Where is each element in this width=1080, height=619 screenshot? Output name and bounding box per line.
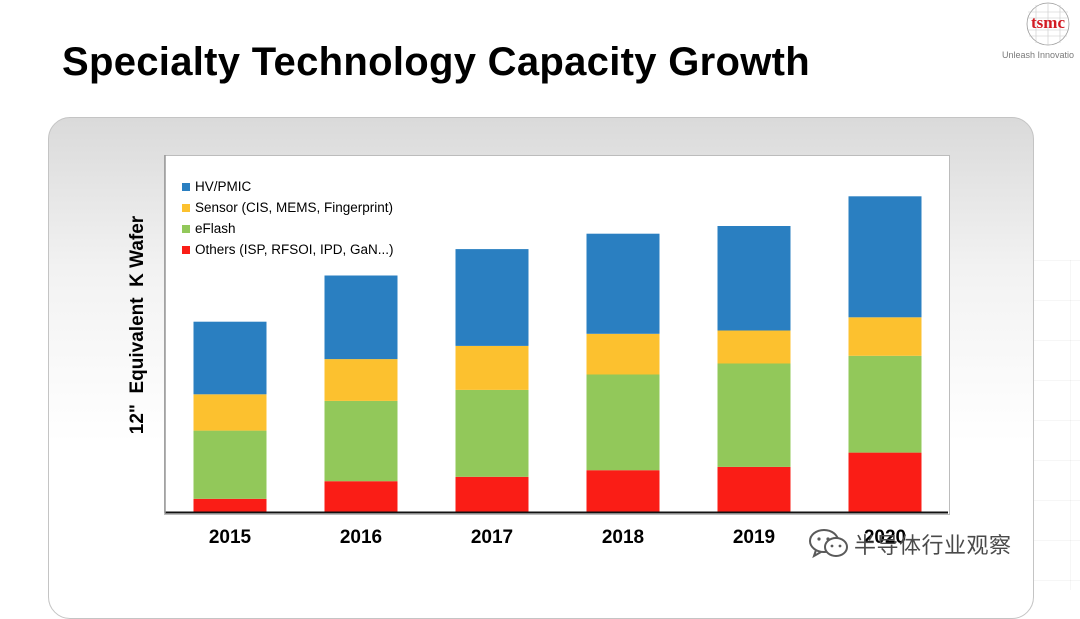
legend-label: Others (ISP, RFSOI, IPD, GaN...): [195, 242, 394, 257]
bar-segment-2016-2: [324, 359, 398, 401]
bar-segment-2015-0: [193, 498, 267, 512]
y-axis-label: 12" Equivalent K Wafer: [127, 215, 148, 435]
bar-segment-2019-0: [717, 466, 791, 512]
bar-segment-2015-3: [193, 321, 267, 395]
x-tick-label: 2015: [208, 527, 252, 548]
tsmc-logo: tsmc: [1026, 2, 1070, 46]
legend-swatch: [182, 203, 190, 212]
x-tick-label: 2017: [470, 527, 514, 548]
bar-segment-2017-3: [455, 249, 529, 346]
bar-segment-2017-2: [455, 345, 529, 390]
bar-segment-2015-1: [193, 430, 267, 499]
bar-segment-2019-3: [717, 226, 791, 331]
legend-item: Others (ISP, RFSOI, IPD, GaN...): [182, 239, 394, 260]
bar-segment-2018-0: [586, 470, 660, 512]
bar-segment-2020-3: [848, 196, 922, 318]
legend-label: Sensor (CIS, MEMS, Fingerprint): [195, 200, 394, 215]
bar-segment-2019-1: [717, 363, 791, 467]
watermark-text: 半导体行业观察: [854, 533, 1012, 558]
legend-item: HV/PMIC: [182, 176, 394, 197]
legend-swatch: [182, 224, 190, 233]
legend-label: HV/PMIC: [195, 179, 252, 194]
bar-segment-2020-1: [848, 355, 922, 453]
legend-item: Sensor (CIS, MEMS, Fingerprint): [182, 197, 394, 218]
logo-text: tsmc: [1031, 13, 1065, 32]
bar-segment-2016-1: [324, 400, 398, 482]
legend-swatch: [182, 182, 190, 191]
wechat-icon: [809, 529, 848, 559]
x-tick-label: 2016: [339, 527, 383, 548]
logo-tagline: Unleash Innovatio: [1002, 50, 1075, 60]
bar-segment-2020-0: [848, 452, 922, 512]
bar-segment-2018-1: [586, 374, 660, 471]
legend-swatch: [182, 245, 190, 254]
bar-segment-2017-1: [455, 389, 529, 477]
slide-title: Specialty Technology Capacity Growth: [62, 40, 810, 84]
bar-segment-2019-2: [717, 330, 791, 364]
x-tick-label: 2018: [601, 527, 645, 548]
chart-legend: HV/PMIC Sensor (CIS, MEMS, Fingerprint) eF…: [182, 176, 394, 260]
bar-segment-2017-0: [455, 476, 529, 512]
bar-segment-2018-2: [586, 333, 660, 375]
x-tick-label: 2020: [863, 527, 907, 548]
bar-segment-2016-0: [324, 481, 398, 512]
bar-segment-2018-3: [586, 233, 660, 334]
legend-item: eFlash: [182, 218, 394, 239]
x-tick-label: 2019: [732, 527, 776, 548]
bar-segment-2020-2: [848, 317, 922, 356]
bar-segment-2015-2: [193, 394, 267, 431]
legend-label: eFlash: [195, 221, 236, 236]
watermark: 半导体行业观察: [808, 528, 1012, 560]
stacked-bar-chart: [164, 155, 948, 514]
bar-segment-2016-3: [324, 275, 398, 360]
plot-area: [164, 155, 950, 515]
